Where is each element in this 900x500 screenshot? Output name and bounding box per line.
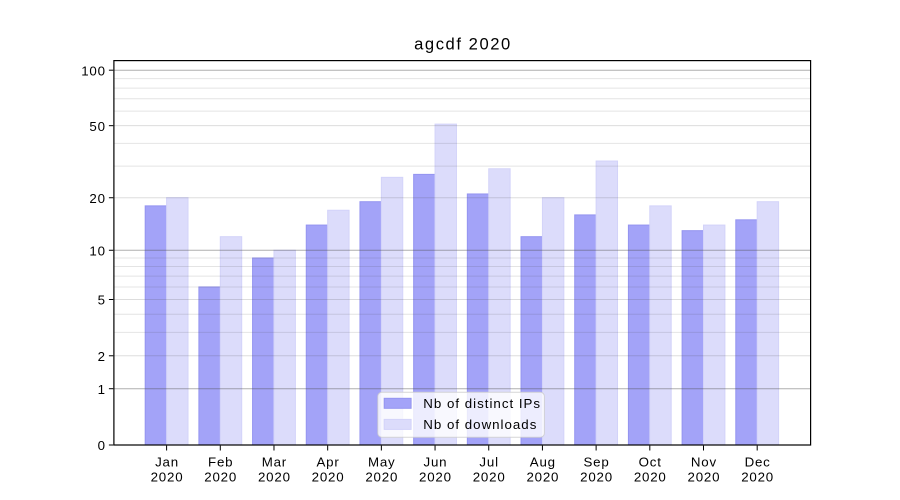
svg-text:1: 1 — [98, 382, 106, 397]
svg-text:2020: 2020 — [204, 469, 237, 484]
svg-text:2020: 2020 — [419, 469, 452, 484]
svg-text:Sep: Sep — [583, 454, 609, 469]
svg-text:100: 100 — [81, 63, 106, 78]
svg-text:Dec: Dec — [745, 454, 771, 469]
svg-text:2020: 2020 — [741, 469, 774, 484]
svg-text:Mar: Mar — [262, 454, 287, 469]
svg-text:2020: 2020 — [473, 469, 506, 484]
svg-text:2020: 2020 — [580, 469, 613, 484]
svg-text:5: 5 — [98, 293, 106, 308]
svg-text:Feb: Feb — [208, 454, 233, 469]
svg-text:Aug: Aug — [530, 454, 556, 469]
svg-text:agcdf 2020: agcdf 2020 — [414, 35, 512, 54]
svg-text:10: 10 — [89, 243, 105, 258]
svg-text:2020: 2020 — [688, 469, 721, 484]
svg-text:0: 0 — [98, 438, 106, 453]
svg-text:May: May — [368, 454, 396, 469]
svg-text:2020: 2020 — [151, 469, 184, 484]
svg-text:Nov: Nov — [691, 454, 717, 469]
svg-text:Nb of distinct IPs: Nb of distinct IPs — [423, 396, 541, 411]
svg-text:2020: 2020 — [634, 469, 667, 484]
svg-text:2020: 2020 — [258, 469, 291, 484]
svg-text:Apr: Apr — [317, 454, 340, 469]
svg-text:20: 20 — [89, 191, 105, 206]
svg-text:2: 2 — [98, 349, 106, 364]
svg-text:2020: 2020 — [312, 469, 345, 484]
svg-text:50: 50 — [89, 119, 105, 134]
svg-text:Oct: Oct — [639, 454, 662, 469]
svg-text:Jul: Jul — [479, 454, 498, 469]
svg-text:Jan: Jan — [155, 454, 179, 469]
svg-text:2020: 2020 — [526, 469, 559, 484]
svg-text:2020: 2020 — [365, 469, 398, 484]
svg-text:Nb of downloads: Nb of downloads — [423, 417, 537, 432]
svg-text:Jun: Jun — [424, 454, 448, 469]
